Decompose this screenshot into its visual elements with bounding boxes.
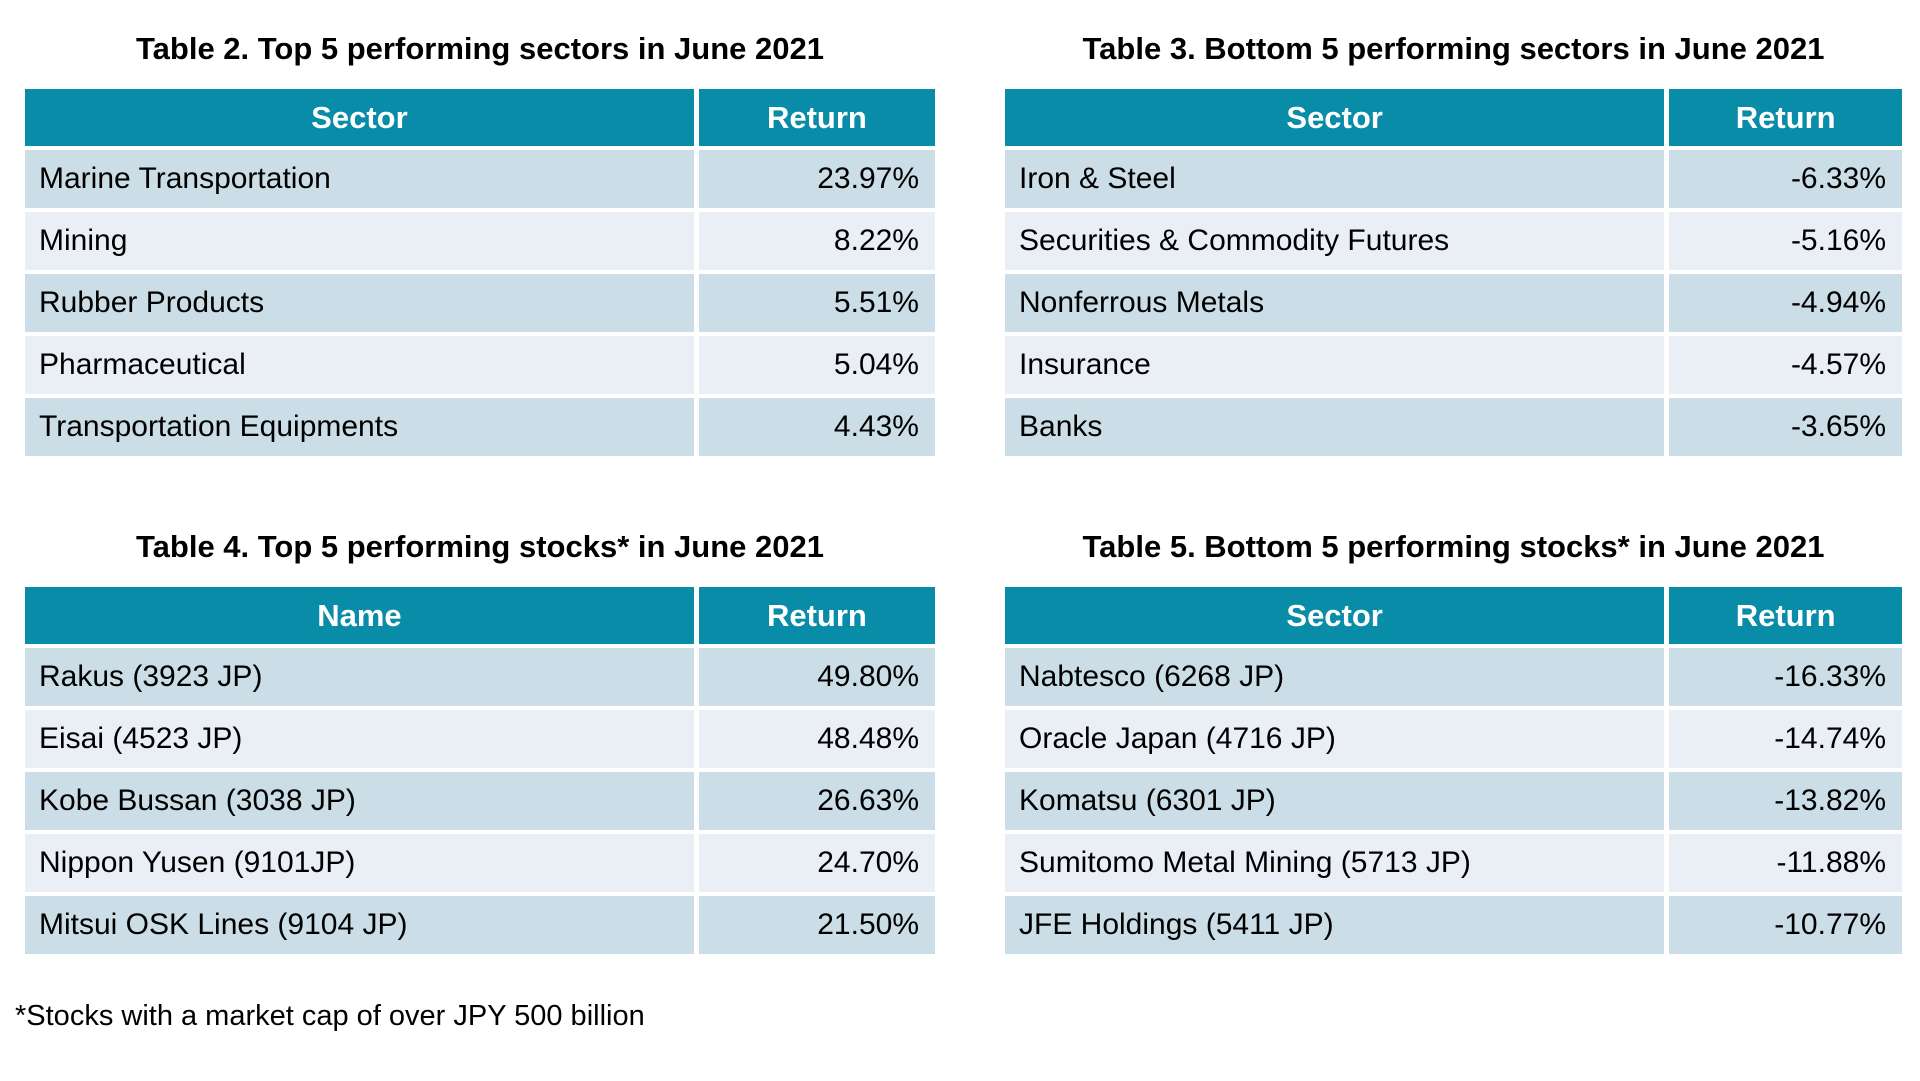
stock-name: Mitsui OSK Lines (9104 JP) [25,896,694,954]
table-row: Rubber Products 5.51% [25,274,935,332]
sector-name: Iron & Steel [1005,150,1665,208]
table4-header-row: Name Return [25,587,935,644]
table-row: Pharmaceutical 5.04% [25,336,935,394]
table-row: Rakus (3923 JP) 49.80% [25,648,935,706]
stock-name: JFE Holdings (5411 JP) [1005,896,1665,954]
table-row: Securities & Commodity Futures -5.16% [1005,212,1902,270]
table4-header-return: Return [698,587,935,644]
table3: Sector Return Iron & Steel -6.33% Securi… [1005,89,1902,456]
table-row: Transportation Equipments 4.43% [25,398,935,456]
table4-section: Table 4. Top 5 performing stocks* in Jun… [25,528,935,954]
table5-header-sector: Sector [1005,587,1665,644]
return-value: -10.77% [1669,896,1902,954]
return-value: -16.33% [1669,648,1902,706]
return-value: 5.04% [698,336,935,394]
table3-header-row: Sector Return [1005,89,1902,146]
return-value: 24.70% [698,834,935,892]
sector-name: Pharmaceutical [25,336,694,394]
table-row: Marine Transportation 23.97% [25,150,935,208]
stock-name: Nabtesco (6268 JP) [1005,648,1665,706]
table-row: Mitsui OSK Lines (9104 JP) 21.50% [25,896,935,954]
stock-name: Oracle Japan (4716 JP) [1005,710,1665,768]
table-row: Nippon Yusen (9101JP) 24.70% [25,834,935,892]
table3-header-return: Return [1669,89,1902,146]
return-value: 4.43% [698,398,935,456]
return-value: -14.74% [1669,710,1902,768]
table3-header-sector: Sector [1005,89,1665,146]
table-row: Nonferrous Metals -4.94% [1005,274,1902,332]
return-value: 26.63% [698,772,935,830]
return-value: 5.51% [698,274,935,332]
table-row: Insurance -4.57% [1005,336,1902,394]
return-value: 48.48% [698,710,935,768]
return-value: -11.88% [1669,834,1902,892]
return-value: -5.16% [1669,212,1902,270]
table2-header-row: Sector Return [25,89,935,146]
table3-title: Table 3. Bottom 5 performing sectors in … [1082,31,1825,66]
table2-section: Table 2. Top 5 performing sectors in Jun… [25,30,935,456]
return-value: 23.97% [698,150,935,208]
return-value: -13.82% [1669,772,1902,830]
stock-name: Nippon Yusen (9101JP) [25,834,694,892]
return-value: 8.22% [698,212,935,270]
stock-name: Sumitomo Metal Mining (5713 JP) [1005,834,1665,892]
sector-name: Marine Transportation [25,150,694,208]
table-row: Nabtesco (6268 JP) -16.33% [1005,648,1902,706]
sector-name: Rubber Products [25,274,694,332]
table2-title: Table 2. Top 5 performing sectors in Jun… [136,31,824,66]
table-row: Oracle Japan (4716 JP) -14.74% [1005,710,1902,768]
stock-name: Komatsu (6301 JP) [1005,772,1665,830]
table5: Sector Return Nabtesco (6268 JP) -16.33%… [1005,587,1902,954]
sector-name: Transportation Equipments [25,398,694,456]
return-value: -6.33% [1669,150,1902,208]
table-row: Banks -3.65% [1005,398,1902,456]
table2: Sector Return Marine Transportation 23.9… [25,89,935,456]
table5-title: Table 5. Bottom 5 performing stocks* in … [1082,529,1825,564]
table3-section: Table 3. Bottom 5 performing sectors in … [1005,30,1902,456]
table2-header-return: Return [698,89,935,146]
footnote: *Stocks with a market cap of over JPY 50… [15,1000,645,1032]
stock-name: Kobe Bussan (3038 JP) [25,772,694,830]
sector-name: Mining [25,212,694,270]
table4: Name Return Rakus (3923 JP) 49.80% Eisai… [25,587,935,954]
table2-header-sector: Sector [25,89,694,146]
table4-title: Table 4. Top 5 performing stocks* in Jun… [136,529,824,564]
sector-name: Nonferrous Metals [1005,274,1665,332]
return-value: -4.57% [1669,336,1902,394]
table4-header-name: Name [25,587,694,644]
table5-header-row: Sector Return [1005,587,1902,644]
return-value: -4.94% [1669,274,1902,332]
sector-name: Securities & Commodity Futures [1005,212,1665,270]
table-row: Mining 8.22% [25,212,935,270]
table-row: Sumitomo Metal Mining (5713 JP) -11.88% [1005,834,1902,892]
stock-name: Eisai (4523 JP) [25,710,694,768]
table-row: Komatsu (6301 JP) -13.82% [1005,772,1902,830]
return-value: 21.50% [698,896,935,954]
stock-name: Rakus (3923 JP) [25,648,694,706]
sector-name: Banks [1005,398,1665,456]
table-row: JFE Holdings (5411 JP) -10.77% [1005,896,1902,954]
sector-name: Insurance [1005,336,1665,394]
table-row: Kobe Bussan (3038 JP) 26.63% [25,772,935,830]
return-value: -3.65% [1669,398,1902,456]
table-row: Iron & Steel -6.33% [1005,150,1902,208]
return-value: 49.80% [698,648,935,706]
table5-section: Table 5. Bottom 5 performing stocks* in … [1005,528,1902,954]
table-row: Eisai (4523 JP) 48.48% [25,710,935,768]
table5-header-return: Return [1669,587,1902,644]
